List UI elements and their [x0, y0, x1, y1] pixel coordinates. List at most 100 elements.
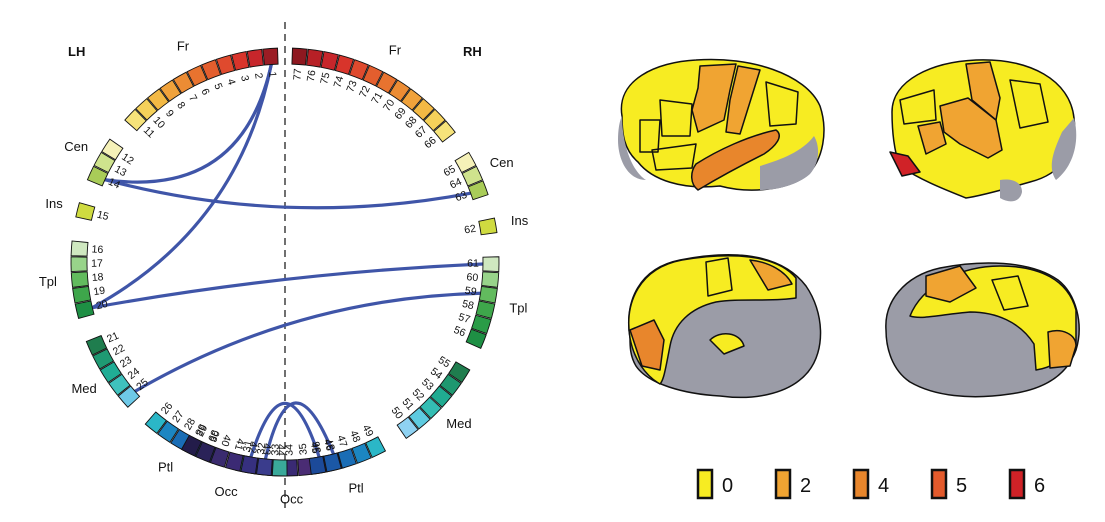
node-cell-7 [172, 71, 195, 94]
node-number-56: 56 [452, 324, 467, 340]
connection-link-3 [103, 178, 473, 210]
node-number-65: 65 [442, 163, 458, 179]
node-number-63: 63 [454, 189, 469, 204]
node-cell-74 [334, 54, 355, 76]
node-cell-53 [429, 385, 453, 408]
legend-swatch-2 [774, 468, 792, 500]
node-cell-70 [388, 79, 411, 102]
node-number-74: 74 [331, 74, 346, 89]
node-number-18: 18 [91, 271, 104, 284]
node-number-7: 7 [186, 93, 199, 104]
node-cell-65 [454, 151, 477, 174]
node-cell-39 [195, 441, 216, 463]
node-cell-51 [408, 406, 431, 430]
node-number-23: 23 [118, 354, 134, 370]
node-number-27: 27 [170, 408, 187, 425]
node-number-35: 35 [297, 443, 310, 456]
node-cell-56 [465, 328, 487, 349]
node-number-44: 44 [274, 444, 286, 456]
node-cell-66 [433, 120, 456, 143]
node-number-3: 3 [238, 74, 251, 82]
node-cell-8 [159, 79, 182, 102]
node-number-70: 70 [381, 97, 398, 114]
node-cell-10 [135, 98, 158, 121]
node-cell-22 [92, 348, 115, 370]
legend-label-0: 0 [722, 475, 733, 497]
node-cell-58 [475, 300, 496, 320]
color-legend: 0 2 4 5 6 [696, 468, 1045, 500]
node-number-33: 33 [269, 443, 282, 455]
node-number-13: 13 [112, 163, 128, 179]
node-number-73: 73 [344, 79, 359, 94]
connection-link-7 [249, 401, 321, 459]
node-number-2: 2 [252, 72, 265, 80]
region-label-left-occ: Occ [280, 491, 304, 506]
node-number-12: 12 [119, 151, 135, 168]
node-number-47: 47 [334, 434, 349, 449]
brain-lateral-left [618, 58, 825, 191]
node-number-38: 38 [192, 422, 208, 438]
node-cell-6 [186, 64, 208, 87]
node-cell-46 [323, 452, 342, 473]
node-number-71: 71 [369, 90, 385, 106]
node-cell-20 [74, 300, 95, 320]
node-cell-54 [439, 373, 462, 396]
connection-link-5 [133, 291, 483, 393]
node-number-5: 5 [211, 82, 224, 92]
node-cell-41 [224, 451, 244, 472]
node-number-61: 61 [467, 258, 479, 270]
region-label-right-ins: Ins [511, 213, 529, 228]
legend-label-2: 2 [800, 475, 811, 497]
node-number-72: 72 [357, 84, 373, 100]
connection-link-2 [90, 62, 273, 310]
node-number-20: 20 [95, 298, 109, 312]
node-cell-23 [99, 361, 122, 384]
node-cell-44 [271, 459, 288, 477]
node-cell-77 [291, 47, 308, 66]
node-number-59: 59 [464, 285, 478, 299]
node-number-32: 32 [255, 442, 268, 455]
connectome-ring-diagram: LH RH 1234567891011121314151617181920212… [39, 22, 529, 508]
node-cell-69 [400, 88, 424, 111]
node-number-39: 39 [205, 428, 221, 444]
node-cell-38 [180, 434, 203, 457]
node-cell-9 [146, 88, 170, 111]
region-label-left-med: Med [71, 381, 96, 396]
node-number-40: 40 [218, 433, 233, 448]
node-number-75: 75 [318, 71, 332, 85]
node-cell-27 [157, 420, 180, 444]
node-number-16: 16 [91, 243, 104, 256]
node-cell-2 [246, 48, 264, 68]
node-cell-12 [101, 138, 124, 161]
node-cell-49 [365, 436, 387, 459]
left-hemisphere-label: LH [68, 44, 85, 59]
node-cell-43 [256, 457, 273, 477]
node-number-8: 8 [174, 100, 187, 112]
legend-swatch-4 [852, 468, 870, 500]
node-number-6: 6 [198, 87, 211, 98]
node-cell-16 [70, 240, 89, 257]
node-cell-5 [200, 59, 222, 81]
node-cell-64 [461, 165, 484, 187]
node-number-45: 45 [308, 441, 322, 455]
legend-label-4: 4 [878, 475, 889, 497]
legend-label-5: 5 [956, 475, 967, 497]
node-number-22: 22 [111, 342, 127, 358]
brain-medial-right [885, 262, 1080, 398]
region-label-left-cen: Cen [64, 139, 88, 154]
node-cell-63 [467, 180, 489, 201]
node-number-37: 37 [324, 437, 339, 451]
node-number-21: 21 [105, 330, 121, 346]
legend-swatch-0 [696, 468, 714, 500]
node-cell-19 [72, 285, 92, 304]
connection-link-4 [90, 262, 485, 310]
legend-swatch-5 [930, 468, 948, 500]
node-cell-68 [412, 98, 435, 121]
region-label-left-ins: Ins [45, 196, 63, 211]
node-number-57: 57 [457, 311, 472, 326]
node-cell-60 [481, 271, 500, 288]
node-number-28: 28 [182, 416, 198, 432]
node-cell-55 [448, 361, 471, 384]
node-number-29: 29 [194, 423, 210, 439]
node-cell-15 [75, 202, 96, 221]
